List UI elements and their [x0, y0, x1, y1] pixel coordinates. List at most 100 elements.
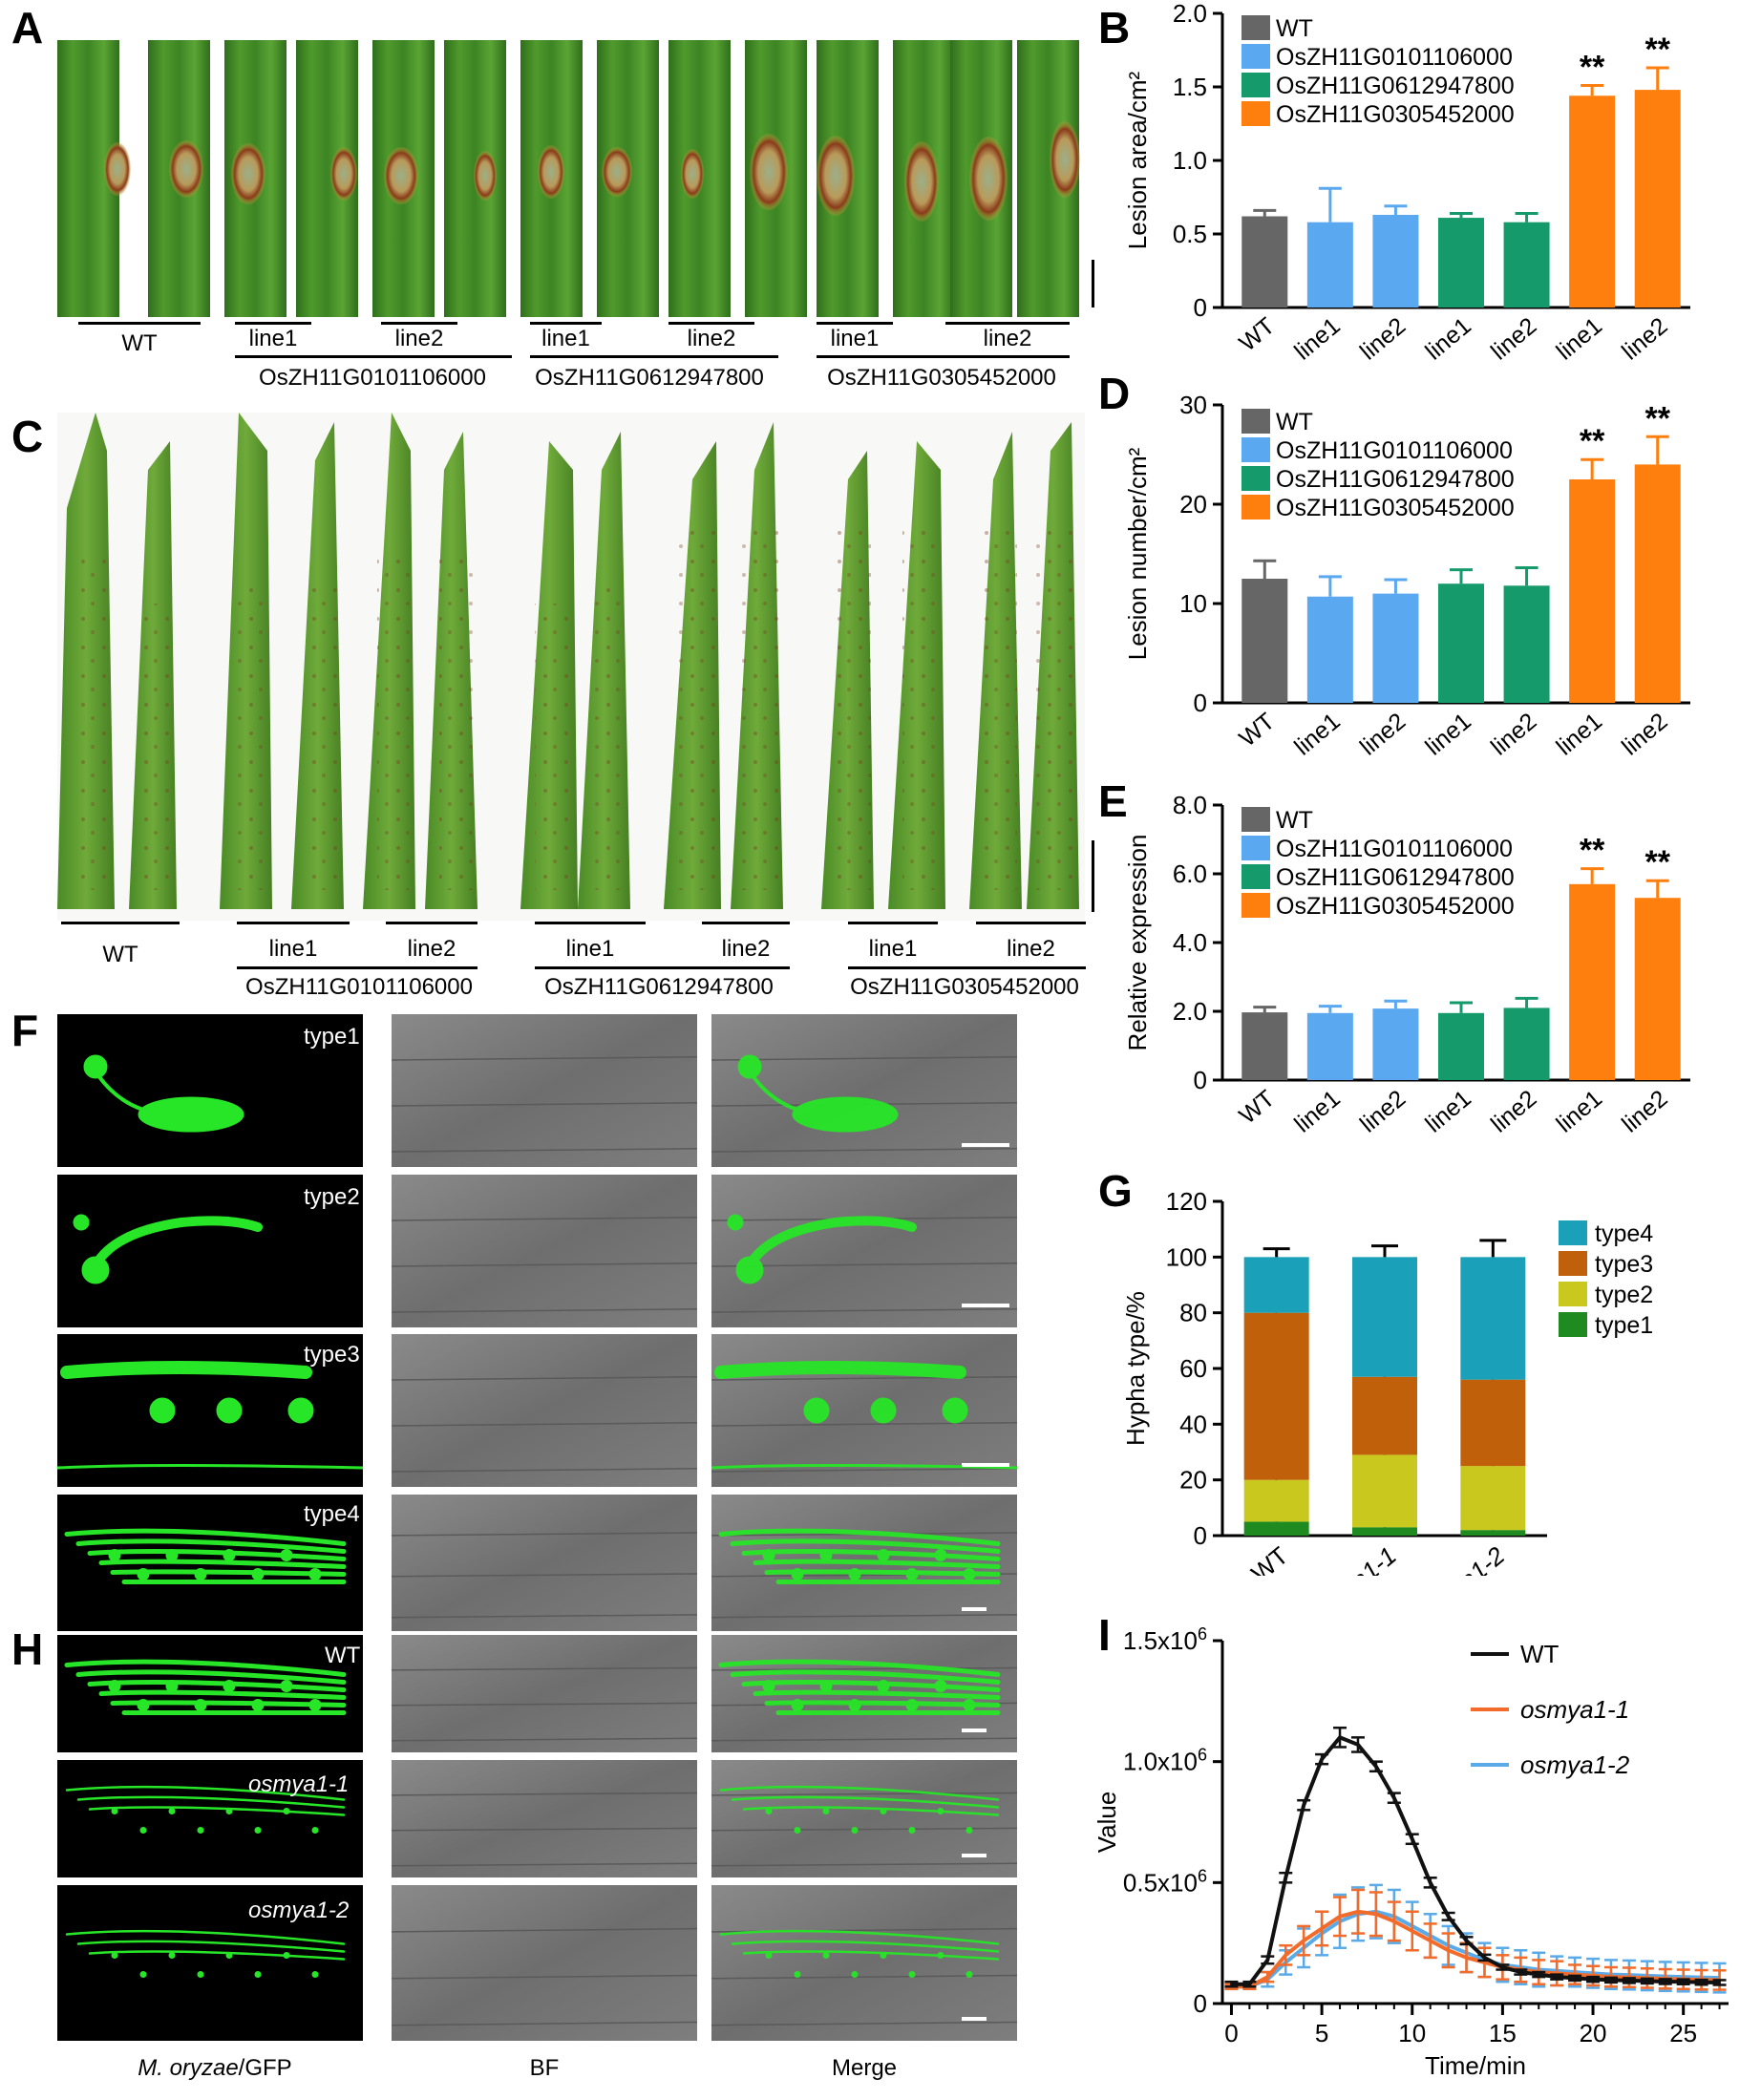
legend-swatch — [1241, 864, 1270, 889]
y-tick-label: 1.0x106 — [1123, 1746, 1207, 1776]
legend-swatch — [1559, 1251, 1587, 1276]
y-tick-label: 20 — [1179, 1466, 1207, 1495]
line1-label: line1 — [541, 326, 590, 351]
hypha-shape — [73, 1214, 263, 1284]
significance-label: ** — [1645, 32, 1670, 68]
hypha-node — [139, 1827, 147, 1834]
y-tick-base: 0.5x10 — [1123, 1868, 1198, 1897]
spore — [149, 1397, 176, 1424]
scale-bar — [962, 2017, 987, 2021]
cell-wall-line — [392, 1862, 697, 1867]
bf-background — [711, 1014, 1017, 1167]
significance-label: ** — [1580, 423, 1605, 459]
bar — [1634, 464, 1681, 703]
scale-bar — [962, 1729, 987, 1732]
legend-swatch — [1241, 73, 1270, 97]
micrograph-image — [83, 1054, 244, 1133]
hypha-node — [254, 1827, 262, 1834]
bf-background — [392, 1334, 697, 1487]
hypha — [745, 1216, 917, 1270]
bar — [1241, 216, 1288, 308]
cell-wall-line — [711, 1792, 1017, 1796]
hypha-node — [139, 1971, 147, 1978]
bar — [1503, 585, 1550, 703]
x-tick-label: 5 — [1315, 2019, 1328, 2047]
merge-micrograph — [711, 1014, 1017, 1167]
x-tick-label: line2 — [1355, 1085, 1411, 1137]
y-axis-label: Lesion number/cm² — [1123, 447, 1152, 660]
gene2-label-a: OsZH11G0612947800 — [535, 365, 764, 391]
y-tick-exponent: 6 — [1198, 1866, 1207, 1885]
hypha-node — [908, 1827, 916, 1834]
x-tick-label: 25 — [1669, 2019, 1697, 2047]
bar — [1306, 596, 1353, 703]
hypha — [87, 1549, 347, 1561]
y-tick-label: 4.0 — [1173, 928, 1207, 957]
bf-micrograph — [392, 1885, 697, 2041]
spore — [735, 1256, 764, 1284]
gfp-micrograph — [57, 1495, 363, 1631]
hypha — [718, 1659, 1001, 1677]
legend-label: OsZH11G0612947800 — [1276, 73, 1515, 99]
stacked-bar-segment — [1460, 1257, 1526, 1380]
hypha — [730, 1669, 1001, 1685]
legend-swatch — [1241, 836, 1270, 860]
bf-background — [392, 1495, 697, 1631]
hypha-node — [251, 1699, 265, 1711]
hypha-node — [311, 1971, 319, 1978]
group-underline — [61, 922, 180, 924]
cell-wall-line — [392, 1532, 697, 1537]
line2-label: line2 — [394, 326, 444, 351]
legend-swatch — [1241, 466, 1270, 491]
stacked-bar-segment — [1243, 1521, 1309, 1536]
y-tick-base: 1.0x10 — [1123, 1748, 1198, 1776]
legend-swatch — [1559, 1282, 1587, 1306]
cell-wall-line — [392, 1702, 697, 1707]
cell-wall-line — [711, 1614, 1017, 1619]
osmya1-2-tag: osmya1-2 — [248, 1898, 350, 1923]
merge-micrograph — [711, 1175, 1017, 1327]
spore — [83, 1054, 108, 1079]
group-underline — [702, 922, 790, 924]
hypha-node — [822, 1808, 830, 1814]
series-line — [1231, 1909, 1720, 1989]
type1-tag: type1 — [304, 1024, 360, 1050]
hypha-shape — [711, 1361, 1017, 1470]
type3-tag: type3 — [304, 1342, 360, 1368]
legend-swatch — [1241, 495, 1270, 520]
scale-bar — [962, 1854, 987, 1857]
micrograph-image — [392, 1635, 697, 1752]
legend-swatch — [1241, 409, 1270, 434]
y-axis-label: Hypha type/% — [1121, 1291, 1150, 1446]
micrograph-image — [392, 1495, 697, 1631]
hypha-node — [934, 1549, 947, 1561]
bf-background — [392, 1175, 697, 1327]
hypha-node — [794, 1971, 801, 1978]
bar — [1503, 1008, 1550, 1080]
legend-label: OsZH11G0101106000 — [1276, 44, 1513, 71]
group-underline — [848, 922, 938, 924]
legend-label: osmya1-1 — [1520, 1695, 1629, 1724]
hypha-node — [877, 1549, 890, 1561]
merge-micrograph — [711, 1760, 1017, 1877]
cell-wall-line — [392, 2021, 697, 2026]
panel-letter-b: B — [1098, 3, 1131, 53]
panel-letter-e: E — [1098, 776, 1128, 826]
y-tick-label: 0.5 — [1173, 220, 1207, 248]
line2-label: line2 — [1007, 936, 1055, 962]
hypha — [742, 1806, 1000, 1816]
hypha-node — [791, 1699, 804, 1711]
y-tick-label: 60 — [1179, 1354, 1207, 1383]
hypha — [65, 1785, 346, 1801]
legend-label: OsZH11G0305452000 — [1276, 101, 1515, 128]
hypha — [76, 1940, 346, 1953]
bar — [1306, 1012, 1353, 1080]
y-tick-label: 1.5 — [1173, 73, 1207, 101]
hypha — [718, 1528, 1001, 1546]
legend-swatch — [1559, 1220, 1587, 1245]
hypha-shape — [65, 1785, 346, 1834]
y-tick-label: 30 — [1179, 391, 1207, 419]
hypha-node — [762, 1549, 775, 1561]
cell-wall-line — [392, 1217, 697, 1221]
hypha-node — [822, 1952, 830, 1959]
